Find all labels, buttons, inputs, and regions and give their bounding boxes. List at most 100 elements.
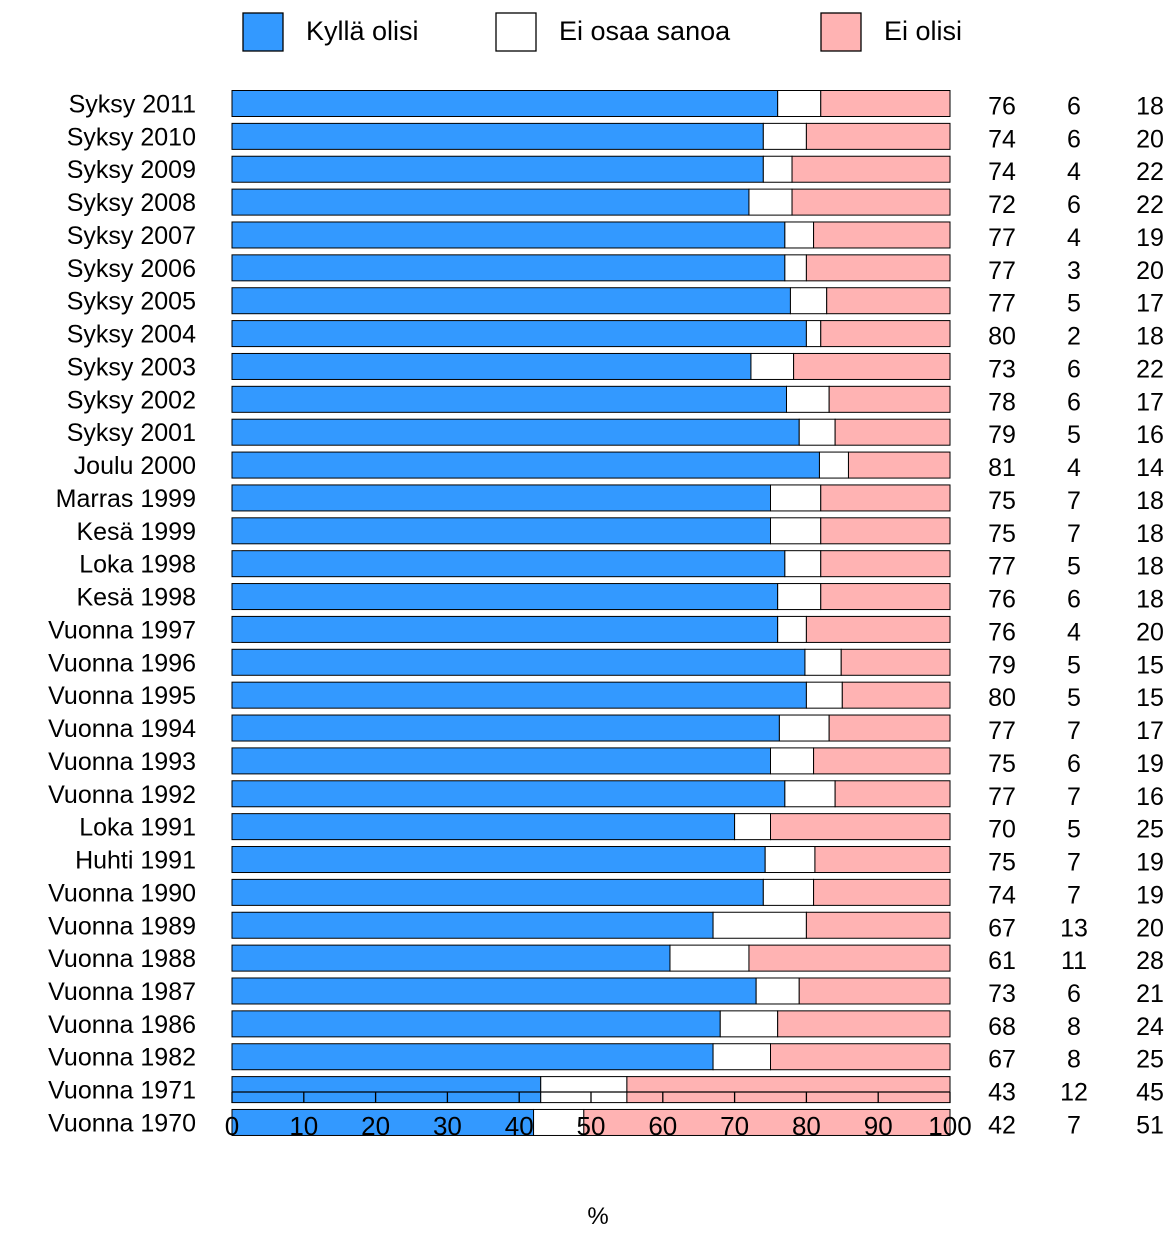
bar-segment <box>750 352 795 380</box>
value-label: 11 <box>1061 947 1087 975</box>
category-label: Vuonna 1994 <box>48 715 196 743</box>
bar-segment <box>840 648 951 676</box>
value-label: 4 <box>1067 454 1081 482</box>
value-label: 75 <box>988 487 1016 515</box>
category-label: Syksy 2003 <box>67 353 196 381</box>
bar-segment <box>734 813 771 841</box>
category-label: Huhti 1991 <box>75 847 196 875</box>
value-label: 18 <box>1136 93 1164 121</box>
value-label: 77 <box>988 553 1016 581</box>
bar-segment <box>770 484 822 512</box>
bar-segment <box>231 254 786 282</box>
value-label: 6 <box>1067 980 1081 1008</box>
legend-label: Kyllä olisi <box>306 16 419 46</box>
bar-segment <box>626 1076 951 1104</box>
value-label: 67 <box>988 914 1016 942</box>
value-label: 73 <box>988 355 1016 383</box>
category-label: Vuonna 1989 <box>48 912 196 940</box>
bars <box>231 90 951 1136</box>
value-label: 13 <box>1060 914 1088 942</box>
value-label: 20 <box>1136 618 1164 646</box>
value-label: 77 <box>988 224 1016 252</box>
value-label: 6 <box>1067 355 1081 383</box>
bar-segment <box>777 1010 951 1038</box>
category-label: Syksy 2001 <box>67 419 196 447</box>
value-label: 79 <box>988 651 1016 679</box>
bar-segment <box>231 846 766 874</box>
value-label: 42 <box>988 1111 1016 1139</box>
bar-segment <box>820 550 951 578</box>
bar-segment <box>762 878 815 906</box>
value-label: 6 <box>1067 93 1081 121</box>
bar-segment <box>231 484 771 512</box>
bar-segment <box>834 780 951 808</box>
x-tick-label: 20 <box>361 1111 390 1141</box>
value-label: 18 <box>1136 553 1164 581</box>
value-label: 20 <box>1136 257 1164 285</box>
bar-segment <box>719 1010 779 1038</box>
legend-swatch <box>820 12 862 52</box>
bar-segment <box>762 155 793 183</box>
value-label: 7 <box>1067 783 1081 811</box>
bar-segment <box>785 385 830 413</box>
bar-segment <box>804 648 842 676</box>
legend-label: Ei osaa sanoa <box>559 16 731 46</box>
value-label: 6 <box>1067 750 1081 778</box>
value-label: 45 <box>1136 1079 1164 1107</box>
value-label: 16 <box>1136 421 1164 449</box>
bar-segment <box>540 1076 628 1104</box>
value-label: 61 <box>988 947 1016 975</box>
category-label: Vuonna 1986 <box>48 1011 196 1039</box>
category-label: Vuonna 1970 <box>48 1109 196 1137</box>
bar-segment <box>813 878 951 906</box>
bar-segment <box>798 418 836 446</box>
bar-segment <box>784 780 836 808</box>
bar-segment <box>712 911 807 939</box>
x-tick-label: 30 <box>433 1111 462 1141</box>
bar-segment <box>231 1076 542 1104</box>
category-label: Vuonna 1993 <box>48 748 196 776</box>
value-label: 51 <box>1136 1111 1164 1139</box>
category-label: Syksy 2004 <box>67 321 196 349</box>
value-label: 77 <box>988 783 1016 811</box>
bar-segment <box>820 517 951 545</box>
bar-segment <box>770 747 815 775</box>
bar-segment <box>820 320 951 348</box>
bar-segment <box>231 1108 535 1136</box>
x-tick-label: 50 <box>577 1111 606 1141</box>
value-label: 74 <box>988 125 1016 153</box>
value-label: 4 <box>1067 158 1081 186</box>
value-label: 7 <box>1067 849 1081 877</box>
category-label: Syksy 2005 <box>67 288 196 316</box>
bar-segment <box>818 451 849 479</box>
bar-segment <box>770 1043 951 1071</box>
bar-segment <box>231 451 820 479</box>
bar-segment <box>777 90 822 117</box>
value-label: 15 <box>1136 684 1164 712</box>
bar-segment <box>231 90 779 117</box>
bar-segment <box>805 911 951 939</box>
value-label: 79 <box>988 421 1016 449</box>
value-label: 78 <box>988 388 1016 416</box>
bar-segment <box>820 484 951 512</box>
value-label: 5 <box>1067 651 1081 679</box>
bar-segment <box>231 977 757 1005</box>
category-label: Vuonna 1971 <box>48 1077 196 1105</box>
value-label: 75 <box>988 750 1016 778</box>
value-label: 20 <box>1136 914 1164 942</box>
legend-label: Ei olisi <box>884 16 962 46</box>
value-label: 6 <box>1067 586 1081 614</box>
bar-segment <box>805 122 951 150</box>
bar-segment <box>231 747 771 775</box>
bar-segment <box>813 747 951 775</box>
bar-segment <box>748 944 951 972</box>
value-label: 6 <box>1067 191 1081 219</box>
category-label: Syksy 2007 <box>67 222 196 250</box>
value-label: 18 <box>1136 487 1164 515</box>
bar-segment <box>805 681 843 709</box>
category-label: Loka 1991 <box>79 814 196 842</box>
x-tick-label: 0 <box>225 1111 239 1141</box>
category-label: Vuonna 1996 <box>48 649 196 677</box>
bar-segment <box>805 254 951 282</box>
